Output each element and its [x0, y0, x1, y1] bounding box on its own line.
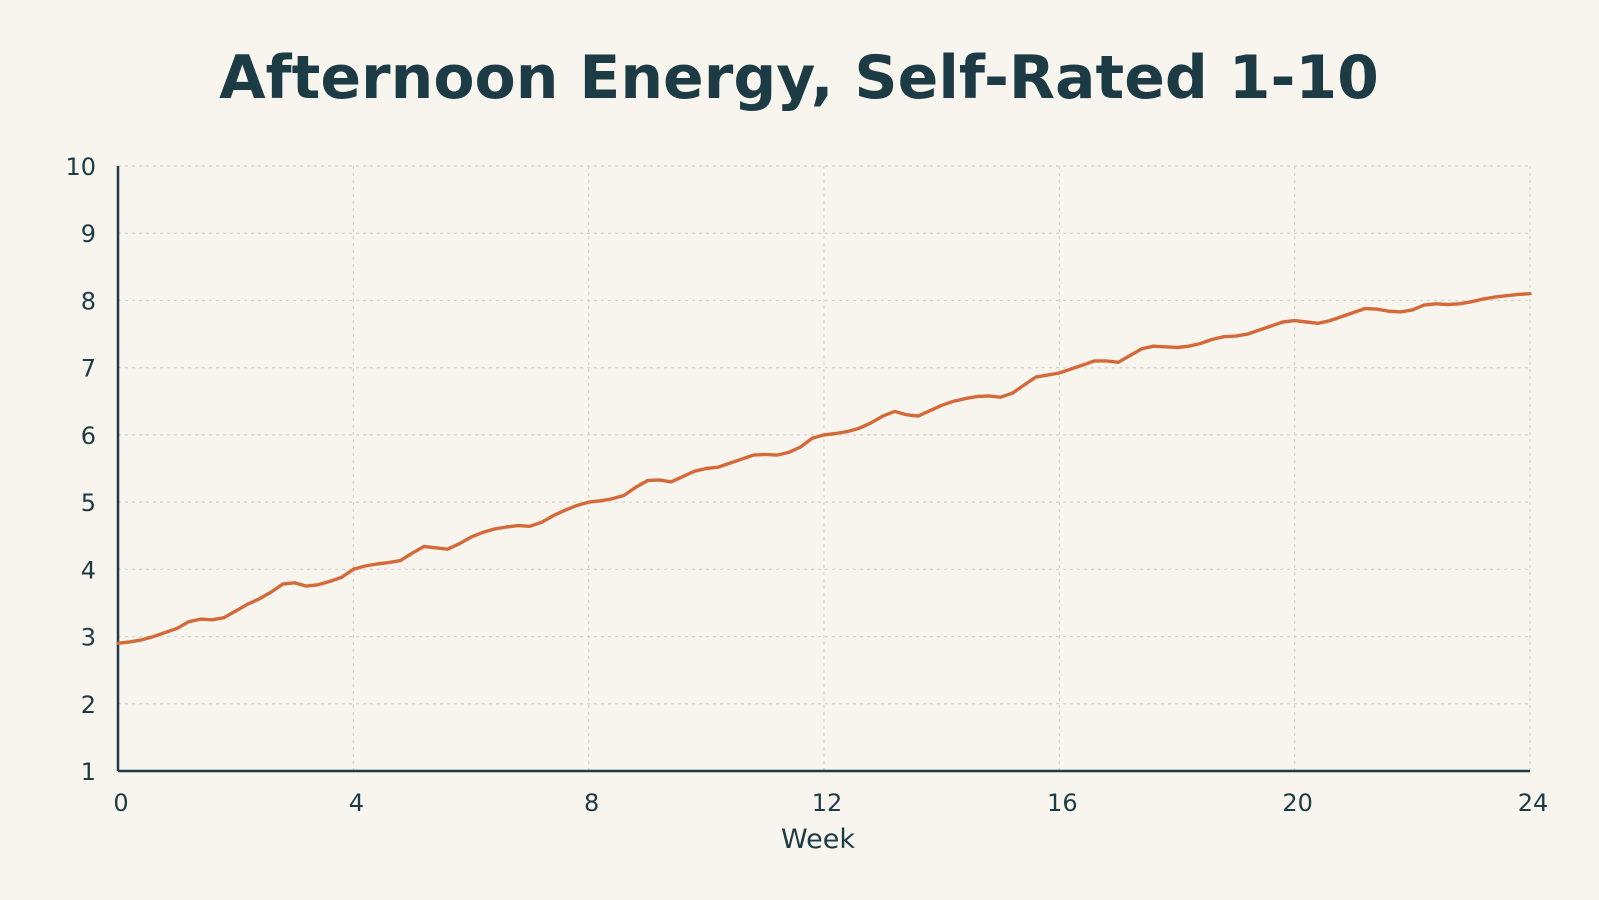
y-tick-label: 1 [81, 758, 96, 786]
y-tick-label: 9 [81, 220, 96, 248]
x-tick-label: 4 [349, 789, 364, 817]
chart-title: Afternoon Energy, Self-Rated 1-10 [219, 43, 1379, 113]
x-tick-label: 8 [584, 789, 599, 817]
grid-lines [118, 165, 1531, 771]
axes [116, 166, 1530, 773]
x-tick-label: 24 [1518, 789, 1549, 817]
y-tick-label: 3 [81, 624, 96, 652]
y-axis-ticks: 1 2 3 4 5 6 7 8 9 10 [65, 153, 96, 786]
y-tick-label: 5 [81, 489, 96, 517]
x-tick-label: 0 [113, 789, 128, 817]
y-tick-label: 10 [65, 153, 96, 181]
series-line [116, 292, 1532, 645]
y-tick-label: 8 [81, 287, 96, 315]
series-lines [116, 292, 1532, 645]
y-tick-label: 7 [81, 355, 96, 383]
x-tick-label: 20 [1282, 789, 1313, 817]
x-tick-label: 16 [1047, 789, 1078, 817]
y-tick-label: 4 [81, 556, 96, 584]
x-tick-label: 12 [812, 789, 843, 817]
y-tick-label: 6 [81, 422, 96, 450]
y-tick-label: 2 [81, 691, 96, 719]
x-axis-ticks: 0 4 8 12 16 20 24 [113, 789, 1548, 817]
x-axis-label: Week [781, 824, 855, 855]
